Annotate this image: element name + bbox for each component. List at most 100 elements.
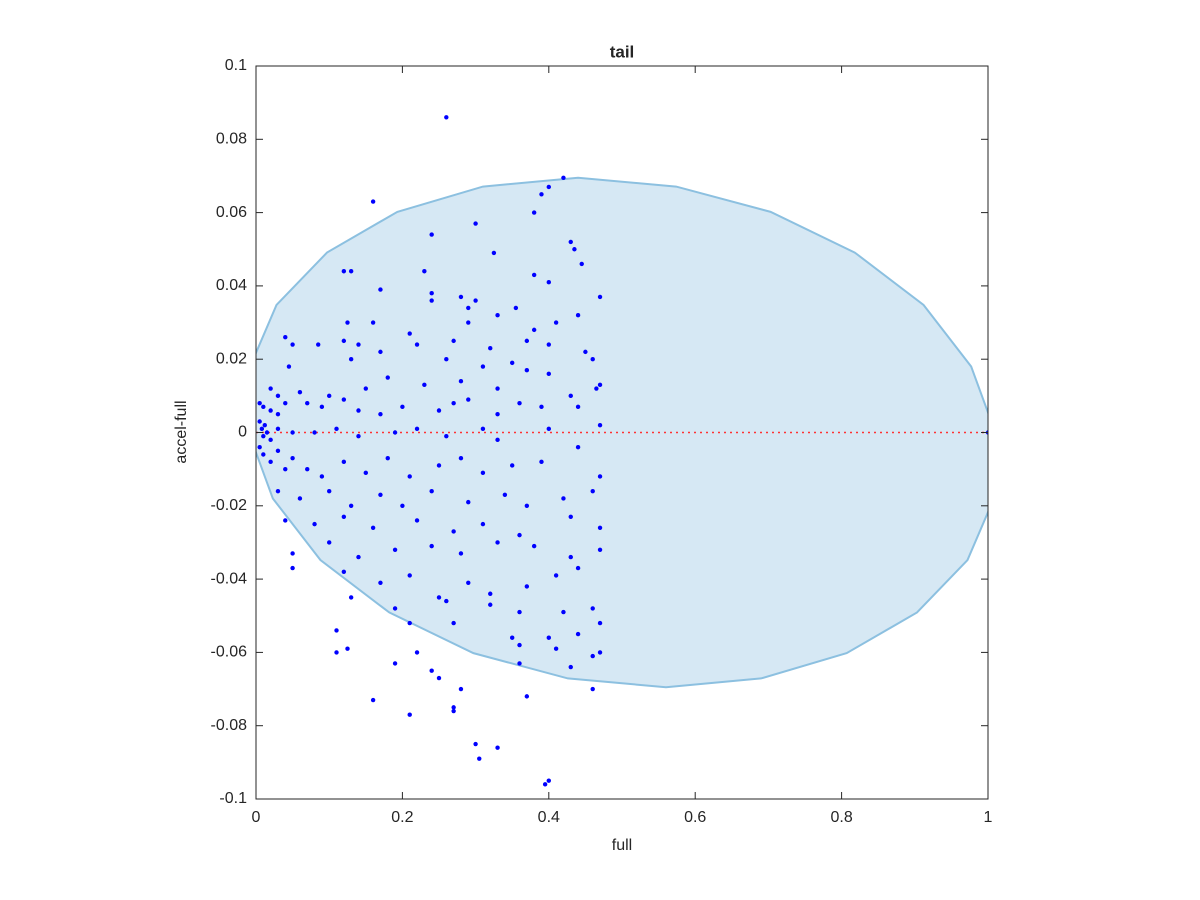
point	[517, 532, 522, 538]
point	[400, 503, 405, 508]
point	[488, 602, 493, 607]
chart-title: tail	[610, 42, 635, 61]
point	[429, 668, 434, 673]
point	[480, 470, 486, 476]
x-tick-label: 0.6	[684, 809, 706, 826]
point	[334, 426, 339, 432]
point	[546, 280, 551, 285]
point	[495, 386, 500, 391]
y-tick-label: 0.1	[225, 57, 247, 74]
point	[561, 175, 566, 180]
y-tick-label: -0.08	[211, 717, 248, 734]
point	[341, 569, 347, 574]
point	[466, 499, 471, 505]
point	[480, 426, 486, 432]
point	[334, 628, 339, 633]
point	[407, 712, 412, 717]
point	[491, 250, 497, 256]
point	[268, 437, 273, 443]
point	[378, 580, 383, 585]
point	[290, 430, 295, 435]
point	[268, 459, 273, 465]
y-tick-label: -0.02	[211, 497, 248, 514]
point	[348, 503, 354, 508]
point	[594, 386, 599, 391]
point	[590, 606, 595, 611]
point	[341, 269, 347, 274]
y-axis-label: accel-full	[173, 400, 190, 463]
point	[429, 298, 434, 303]
point	[261, 433, 266, 439]
point	[524, 338, 530, 344]
y-tick-label: 0.08	[216, 131, 247, 148]
x-tick-label: 0.8	[830, 809, 852, 826]
point	[268, 408, 273, 413]
point	[546, 778, 551, 783]
point	[378, 287, 383, 292]
point	[305, 466, 310, 472]
point	[597, 620, 603, 626]
point	[422, 269, 427, 274]
point	[488, 591, 493, 596]
y-tick-label: 0.02	[216, 350, 247, 367]
point	[363, 470, 368, 476]
y-tick-label: -0.04	[211, 570, 248, 587]
point	[264, 430, 270, 435]
point	[524, 694, 530, 699]
point	[341, 459, 347, 465]
point	[378, 411, 383, 417]
point	[319, 474, 325, 479]
point	[458, 378, 464, 384]
point	[312, 430, 317, 435]
point	[392, 430, 398, 435]
y-tick-label: -0.1	[219, 790, 247, 807]
point	[572, 247, 577, 252]
point	[275, 426, 281, 432]
point	[597, 650, 603, 655]
point	[444, 433, 449, 439]
point	[327, 488, 332, 494]
point	[327, 540, 332, 545]
point	[531, 272, 537, 278]
point	[575, 313, 581, 318]
point	[257, 400, 262, 406]
point	[458, 294, 464, 300]
point	[539, 459, 544, 465]
point	[429, 232, 434, 237]
point	[517, 661, 522, 666]
point	[259, 426, 265, 432]
point	[334, 650, 339, 655]
point	[568, 393, 573, 399]
point	[356, 433, 361, 439]
point	[392, 606, 398, 611]
point	[341, 514, 347, 519]
point	[422, 382, 427, 388]
x-tick-label: 0.4	[538, 809, 560, 826]
point	[407, 331, 412, 336]
point	[568, 664, 573, 670]
point	[517, 400, 522, 406]
point	[436, 408, 442, 413]
point	[327, 393, 332, 399]
point	[414, 518, 420, 523]
point	[583, 349, 588, 355]
point	[257, 444, 262, 450]
point	[297, 496, 303, 501]
x-axis-label: full	[612, 837, 632, 854]
point	[283, 466, 288, 472]
point	[597, 525, 603, 530]
point	[575, 404, 581, 410]
point	[414, 426, 420, 432]
point	[531, 543, 537, 549]
point	[553, 320, 559, 325]
point	[290, 565, 295, 571]
point	[488, 346, 493, 351]
point	[451, 708, 456, 714]
point	[363, 386, 368, 391]
point	[597, 294, 603, 300]
point	[466, 320, 471, 325]
point	[290, 455, 295, 461]
point	[429, 291, 434, 296]
point	[319, 404, 325, 410]
